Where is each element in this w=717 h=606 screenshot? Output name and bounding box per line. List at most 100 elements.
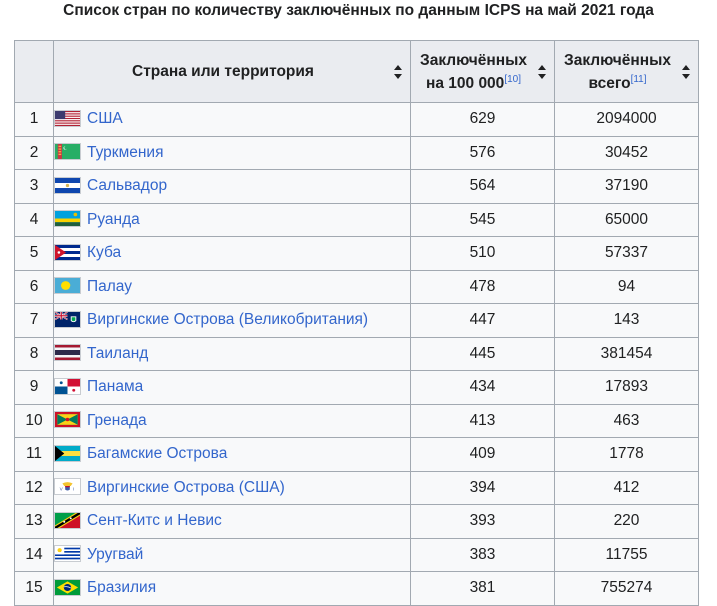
flag-grenada-icon[interactable]	[54, 411, 81, 429]
country-cell: США	[53, 102, 411, 137]
table-row: 1 США 629 2094000	[14, 102, 699, 137]
rate-cell: 413	[410, 403, 555, 438]
rate-cell: 383	[410, 537, 555, 572]
header-country-sortable[interactable]: Страна или территория	[53, 40, 411, 103]
country-link[interactable]: Гренада	[87, 411, 147, 429]
table-row: 7 Виргинские Острова (Ве	[14, 303, 699, 338]
flag-turkmenistan-icon[interactable]	[54, 143, 81, 161]
country-cell: Сент-Китс и Невис	[53, 504, 411, 539]
country-link[interactable]: Палау	[87, 277, 133, 295]
country-link[interactable]: США	[87, 110, 123, 128]
country-cell: Куба	[53, 236, 411, 271]
header-total-sortable[interactable]: Заключённых всего[11]	[554, 40, 699, 103]
sort-icon[interactable]	[682, 64, 690, 79]
header-total-line1: Заключённых	[564, 51, 671, 69]
table-row: 9 Панама 434 17893	[14, 370, 699, 405]
country-cell: Таиланд	[53, 336, 411, 371]
total-cell: 381454	[554, 336, 699, 371]
country-link[interactable]: Таиланд	[87, 344, 149, 362]
rate-cell: 394	[410, 470, 555, 505]
header-country-label: Страна или территория	[132, 63, 314, 80]
flag-bvi-icon[interactable]	[54, 310, 81, 328]
country-cell: Руанда	[53, 202, 411, 237]
total-cell: 94	[554, 269, 699, 304]
rank-cell: 14	[14, 537, 54, 572]
rate-cell: 576	[410, 135, 555, 170]
total-cell: 143	[554, 303, 699, 338]
country-cell: Палау	[53, 269, 411, 304]
rank-cell: 10	[14, 403, 54, 438]
country-link[interactable]: Багамские Острова	[87, 445, 228, 463]
country-link[interactable]: Сальвадор	[87, 177, 168, 195]
country-link[interactable]: Виргинские Острова (США)	[87, 478, 285, 496]
flag-palau-icon[interactable]	[54, 277, 81, 295]
table-row: 3 Сальвадор 564 37190	[14, 169, 699, 204]
total-cell: 37190	[554, 169, 699, 204]
rank-cell: 1	[14, 102, 54, 137]
country-link[interactable]: Панама	[87, 378, 144, 396]
sort-icon[interactable]	[538, 64, 546, 79]
rate-cell: 409	[410, 437, 555, 472]
total-cell: 57337	[554, 236, 699, 271]
country-link[interactable]: Куба	[87, 244, 122, 262]
prisoners-table: Страна или территория Заключённых на 100…	[14, 40, 699, 606]
table-caption: Список стран по количеству заключённых п…	[63, 2, 654, 19]
country-link[interactable]: Сент-Китс и Невис	[87, 512, 222, 530]
rank-cell: 6	[14, 269, 54, 304]
flag-cuba-icon[interactable]	[54, 243, 81, 261]
country-link[interactable]: Виргинские Острова (Великобритания)	[87, 311, 369, 329]
rate-cell: 510	[410, 236, 555, 271]
rate-cell: 393	[410, 504, 555, 539]
rate-cell: 447	[410, 303, 555, 338]
flag-panama-icon[interactable]	[54, 377, 81, 395]
rank-cell: 13	[14, 504, 54, 539]
flag-el-salvador-icon[interactable]	[54, 176, 81, 194]
flag-brazil-icon[interactable]	[54, 578, 81, 596]
table-row: 12 V I Виргинские Острова (США) 394 412	[14, 470, 699, 505]
sort-icon[interactable]	[394, 64, 402, 79]
flag-bahamas-icon[interactable]	[54, 444, 81, 462]
header-num	[14, 40, 54, 103]
table-row: 8 Таиланд 445 381454	[14, 336, 699, 371]
flag-usvi-icon[interactable]: V I	[54, 478, 81, 496]
flag-uruguay-icon[interactable]	[54, 545, 81, 563]
total-cell: 220	[554, 504, 699, 539]
total-cell: 65000	[554, 202, 699, 237]
country-cell: Панама	[53, 370, 411, 405]
country-link[interactable]: Уругвай	[87, 545, 144, 563]
header-rate-line1: Заключённых	[420, 51, 527, 69]
flag-rwanda-icon[interactable]	[54, 210, 81, 228]
country-link[interactable]: Туркмения	[87, 143, 164, 161]
ref-link-11[interactable]: [11]	[630, 73, 647, 85]
ref-link-10[interactable]: [10]	[504, 73, 521, 85]
rate-cell: 564	[410, 169, 555, 204]
country-cell: V I Виргинские Острова (США)	[53, 470, 411, 505]
header-row: Страна или территория Заключённых на 100…	[14, 40, 699, 103]
table-row: 11 Багамские Острова 409 1778	[14, 437, 699, 472]
country-cell: Туркмения	[53, 135, 411, 170]
flag-usa-icon[interactable]	[54, 109, 81, 127]
svg-text:I: I	[73, 487, 74, 492]
total-cell: 463	[554, 403, 699, 438]
total-cell: 17893	[554, 370, 699, 405]
country-cell: Багамские Острова	[53, 437, 411, 472]
header-total-label: Заключённых всего[11]	[555, 49, 698, 95]
table-row: 13 Сент-Китс и Невис 393 220	[14, 504, 699, 539]
total-cell: 30452	[554, 135, 699, 170]
rank-cell: 4	[14, 202, 54, 237]
svg-text:V: V	[60, 487, 63, 492]
total-cell: 412	[554, 470, 699, 505]
header-rate-sortable[interactable]: Заключённых на 100 000[10]	[410, 40, 555, 103]
rank-cell: 5	[14, 236, 54, 271]
flag-st-kitts-icon[interactable]	[54, 511, 81, 529]
country-link[interactable]: Руанда	[87, 210, 140, 228]
rank-cell: 9	[14, 370, 54, 405]
rank-cell: 12	[14, 470, 54, 505]
country-cell: Виргинские Острова (Великобритания)	[53, 303, 411, 338]
header-total-line2: всего	[588, 74, 631, 92]
country-link[interactable]: Бразилия	[87, 579, 157, 597]
rank-cell: 3	[14, 169, 54, 204]
rate-cell: 478	[410, 269, 555, 304]
header-rate-line2: на 100 000	[425, 74, 505, 92]
flag-thailand-icon[interactable]	[54, 344, 81, 362]
